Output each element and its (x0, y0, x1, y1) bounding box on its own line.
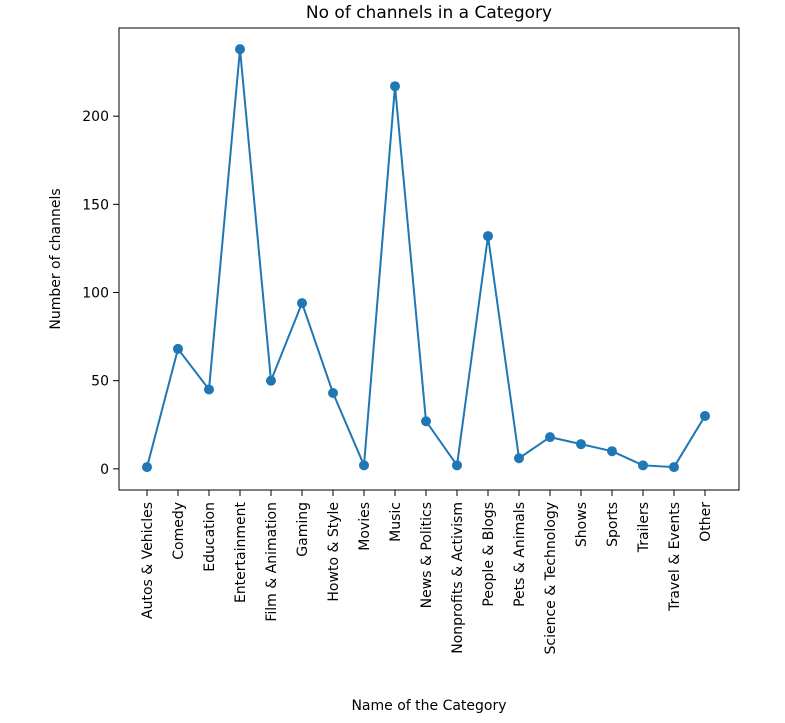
series-path (146, 48, 706, 469)
x-tick-label: Howto & Style (326, 502, 342, 602)
data-point (235, 44, 245, 55)
data-point (700, 410, 710, 421)
y-axis: 0 50 100 150 200 (82, 109, 119, 478)
series-line (142, 44, 710, 473)
data-point (204, 384, 214, 395)
data-point (297, 298, 307, 309)
x-tick-label: Gaming (295, 502, 311, 557)
data-point (607, 446, 617, 457)
data-point (266, 375, 276, 386)
y-tick-label: 200 (82, 109, 109, 125)
data-point (514, 453, 524, 464)
y-axis-label: Number of channels (48, 188, 64, 329)
y-tick-label: 0 (100, 462, 109, 478)
x-tick-label: Science & Technology (543, 502, 559, 655)
data-point (421, 416, 431, 427)
x-tick-label: Trailers (636, 502, 652, 553)
plot-area (118, 27, 740, 491)
data-point (328, 388, 338, 399)
x-axis: Autos & Vehicles Comedy Education Entertain… (140, 490, 714, 655)
data-point (669, 462, 679, 473)
x-tick-label: People & Blogs (481, 502, 497, 607)
x-tick-label: Shows (574, 502, 590, 547)
x-tick-label: Education (202, 502, 218, 572)
x-tick-label: Music (388, 502, 404, 542)
x-tick-label: Comedy (171, 502, 187, 560)
x-tick-label: Pets & Animals (512, 502, 528, 607)
y-tick-label: 150 (82, 197, 109, 213)
x-tick-label: Entertainment (233, 501, 249, 603)
x-tick-label: Travel & Events (667, 502, 683, 612)
x-tick-label: Sports (605, 502, 621, 547)
x-tick-label: Movies (357, 502, 373, 551)
x-tick-label: News & Politics (419, 502, 435, 608)
data-point (142, 462, 152, 473)
x-axis-label: Name of the Category (351, 698, 506, 714)
x-tick-label: Autos & Vehicles (140, 502, 156, 619)
data-point (576, 439, 586, 450)
data-point (483, 231, 493, 242)
data-point (452, 460, 462, 471)
chart-title: No of channels in a Category (306, 3, 552, 23)
data-point (390, 81, 400, 92)
x-tick-label: Other (698, 502, 714, 542)
data-point (545, 432, 555, 443)
data-point (173, 343, 183, 354)
y-tick-label: 100 (82, 286, 109, 302)
x-tick-label: Nonprofits & Activism (450, 502, 466, 654)
data-point (359, 460, 369, 471)
y-tick-label: 50 (91, 374, 109, 390)
data-point (638, 460, 648, 471)
x-tick-label: Film & Animation (264, 502, 280, 622)
